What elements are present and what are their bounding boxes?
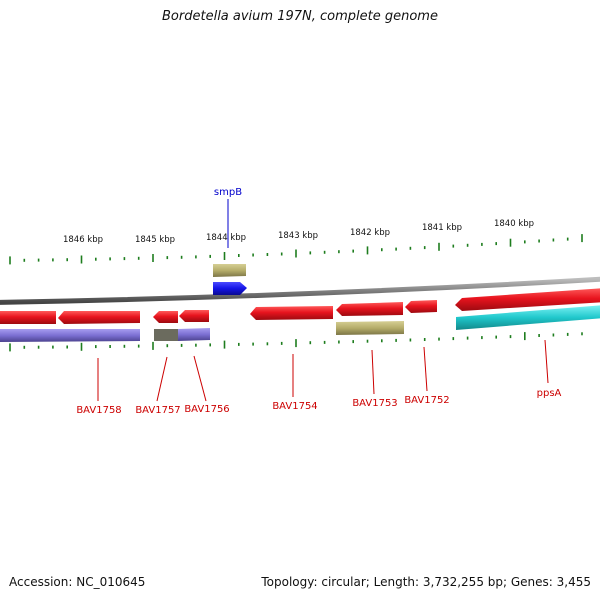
gene-label-BAV1753: BAV1753 bbox=[352, 398, 397, 409]
gene-arrow-BAV1752 bbox=[405, 300, 437, 313]
gene-arrow-BAV1758 bbox=[58, 311, 140, 324]
map-title: Bordetella avium 197N, complete genome bbox=[162, 9, 438, 24]
gene-arrow-BAV1757 bbox=[153, 311, 178, 323]
gene-label-ppsA: ppsA bbox=[537, 388, 562, 399]
upper-scale-ticks bbox=[9, 234, 583, 265]
cds-feature-BAV1758 bbox=[0, 329, 140, 342]
scale-label: 1842 kbp bbox=[350, 228, 390, 238]
scale-label: 1846 kbp bbox=[63, 235, 103, 245]
cds-feature-BAV1757 bbox=[154, 329, 178, 341]
gene-arrow-ppsA bbox=[455, 288, 600, 311]
gene-label-BAV1756: BAV1756 bbox=[184, 404, 229, 415]
scale-label: 1845 kbp bbox=[135, 235, 175, 245]
cds-feature-ppsA bbox=[456, 305, 600, 330]
gene-label-lines bbox=[97, 339, 549, 402]
scale-label: 1844 kbp bbox=[206, 233, 246, 243]
gene-arrow-BAV1754 bbox=[250, 306, 333, 320]
gene-arrow-BAV1758a bbox=[0, 311, 56, 324]
gene-label-BAV1754: BAV1754 bbox=[272, 401, 317, 412]
gene-arrow-BAV1753 bbox=[336, 302, 403, 316]
smpB-gene-arrow bbox=[213, 282, 247, 295]
scale-label: 1841 kbp bbox=[422, 223, 462, 233]
accession-text: Accession: NC_010645 bbox=[9, 575, 146, 589]
cds-feature-BAV1753 bbox=[336, 321, 404, 335]
scale-labels: 1846 kbp 1845 kbp 1844 kbp 1843 kbp 1842… bbox=[63, 219, 534, 245]
gene-label-BAV1752: BAV1752 bbox=[404, 395, 449, 406]
scale-label: 1840 kbp bbox=[494, 219, 534, 229]
topology-text: Topology: circular; Length: 3,732,255 bp… bbox=[261, 575, 591, 589]
scale-label: 1843 kbp bbox=[278, 231, 318, 241]
gene-label-BAV1757: BAV1757 bbox=[135, 405, 180, 416]
cds-feature-BAV1756 bbox=[178, 328, 210, 341]
gene-label-BAV1758: BAV1758 bbox=[76, 405, 121, 416]
gene-arrow-BAV1756 bbox=[179, 310, 209, 322]
smpB-cds-feature bbox=[213, 264, 246, 277]
smpB-label: smpB bbox=[214, 187, 242, 198]
genome-backbone bbox=[0, 276, 600, 305]
lower-scale-ticks bbox=[9, 332, 583, 352]
